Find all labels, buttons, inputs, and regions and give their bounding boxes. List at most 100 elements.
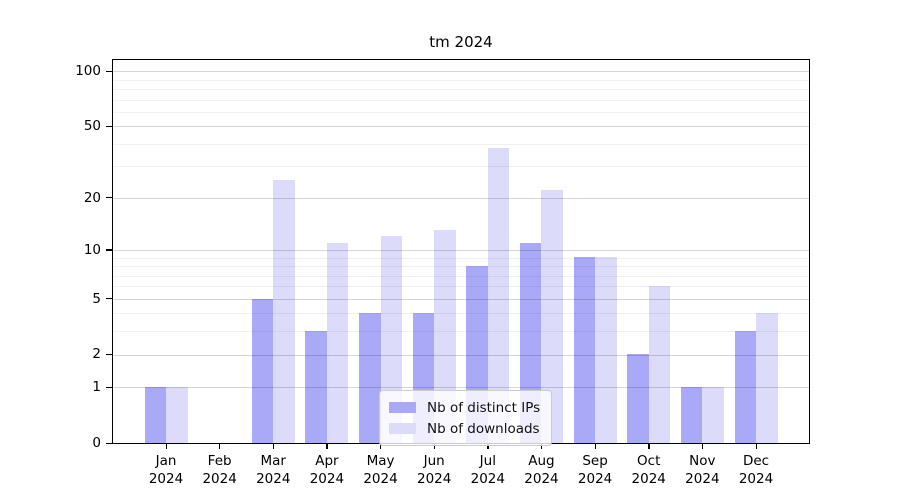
y-tick-mark bbox=[106, 353, 112, 356]
bar-mar-downloads bbox=[273, 180, 295, 443]
x-tick-year: 2024 bbox=[202, 471, 237, 487]
y-tick-label: 1 bbox=[92, 379, 101, 396]
y-gridline-minor bbox=[113, 331, 809, 333]
y-tick-label: 5 bbox=[92, 290, 101, 307]
y-gridline bbox=[113, 126, 809, 128]
x-tick-year: 2024 bbox=[738, 471, 774, 487]
bar-sep-downloads bbox=[595, 257, 617, 443]
y-tick-mark bbox=[106, 386, 112, 388]
bar-jan-downloads bbox=[166, 387, 188, 443]
x-tick-month: Sep bbox=[582, 453, 608, 469]
x-tick-label: Oct 2024 bbox=[607, 452, 691, 488]
x-tick-mark bbox=[594, 443, 596, 449]
bar-may-distinct-ips bbox=[359, 313, 381, 443]
x-tick-year: 2024 bbox=[470, 471, 505, 487]
y-tick-mark bbox=[106, 249, 112, 251]
x-tick-mark bbox=[380, 443, 382, 449]
x-tick-mark bbox=[648, 443, 650, 449]
legend: Nb of distinct IPs Nb of downloads bbox=[379, 390, 553, 446]
y-tick-label: 10 bbox=[83, 241, 101, 258]
x-tick-mark bbox=[165, 443, 167, 449]
x-tick-month: Aug bbox=[528, 453, 555, 469]
chart-title: tm 2024 bbox=[429, 33, 493, 51]
x-tick-month: Apr bbox=[315, 453, 339, 469]
y-tick-mark bbox=[106, 125, 112, 127]
legend-item-distinct-ips: Nb of distinct IPs bbox=[389, 398, 540, 417]
bar-sep-distinct-ips bbox=[573, 257, 596, 443]
x-tick-label: Aug 2024 bbox=[499, 452, 583, 488]
legend-label-distinct-ips: Nb of distinct IPs bbox=[427, 399, 541, 416]
x-tick-mark bbox=[326, 443, 328, 449]
bar-oct-distinct-ips bbox=[627, 354, 649, 443]
y-gridline bbox=[113, 298, 809, 300]
x-tick-label: Jul 2024 bbox=[446, 452, 530, 488]
bar-nov-downloads bbox=[702, 387, 724, 443]
y-gridline-minor bbox=[113, 111, 809, 113]
x-tick-year: 2024 bbox=[148, 471, 184, 487]
bar-oct-downloads bbox=[648, 286, 671, 443]
x-tick-year: 2024 bbox=[416, 471, 452, 487]
y-gridline-minor bbox=[113, 79, 809, 81]
x-tick-year: 2024 bbox=[631, 471, 666, 487]
y-gridline bbox=[113, 387, 809, 389]
y-gridline-minor bbox=[113, 257, 809, 259]
y-tick-mark bbox=[106, 70, 112, 72]
x-tick-mark bbox=[219, 443, 221, 449]
bar-dec-distinct-ips bbox=[734, 331, 756, 443]
x-tick-mark bbox=[701, 443, 704, 449]
legend-swatch-downloads bbox=[389, 423, 416, 434]
x-tick-label: Mar 2024 bbox=[231, 452, 315, 488]
x-tick-month: Feb bbox=[207, 453, 232, 469]
x-tick-label: Apr 2024 bbox=[285, 452, 369, 488]
y-gridline-minor bbox=[113, 275, 809, 277]
x-tick-label: May 2024 bbox=[339, 452, 423, 488]
x-tick-label: Feb 2024 bbox=[178, 452, 262, 488]
bar-jan-distinct-ips bbox=[144, 387, 166, 443]
x-tick-month: Jun bbox=[423, 453, 445, 469]
x-tick-month: Mar bbox=[260, 453, 286, 469]
bar-apr-distinct-ips bbox=[305, 331, 327, 443]
y-tick-label: 0 bbox=[92, 435, 101, 451]
y-tick-mark bbox=[106, 197, 112, 199]
x-tick-year: 2024 bbox=[577, 471, 613, 487]
bar-jun-downloads bbox=[434, 230, 456, 443]
x-tick-month: Jul bbox=[479, 453, 496, 469]
x-tick-label: Sep 2024 bbox=[553, 452, 637, 488]
x-tick-year: 2024 bbox=[524, 471, 559, 487]
x-tick-month: Nov bbox=[689, 453, 716, 469]
y-gridline bbox=[113, 354, 809, 356]
y-tick-mark bbox=[106, 442, 112, 444]
x-tick-mark bbox=[433, 443, 435, 449]
legend-item-downloads: Nb of downloads bbox=[389, 419, 540, 438]
x-tick-mark bbox=[272, 443, 275, 449]
x-tick-mark bbox=[755, 443, 757, 449]
bar-dec-downloads bbox=[756, 313, 778, 443]
y-tick-label: 20 bbox=[83, 189, 101, 206]
bar-jul-downloads bbox=[487, 147, 510, 443]
bar-apr-downloads bbox=[326, 242, 349, 443]
x-tick-mark bbox=[540, 443, 543, 449]
x-tick-month: May bbox=[366, 453, 395, 469]
x-tick-label: Jun 2024 bbox=[392, 452, 476, 488]
y-gridline-minor bbox=[113, 286, 809, 288]
x-tick-label: Dec 2024 bbox=[714, 452, 798, 488]
bar-mar-distinct-ips bbox=[251, 298, 274, 443]
plot-area: Nb of distinct IPs Nb of downloads 0 1 2 5 1… bbox=[75, 59, 810, 487]
legend-swatch-distinct-ips bbox=[389, 402, 416, 413]
y-tick-label: 2 bbox=[92, 346, 101, 363]
y-gridline-minor bbox=[113, 99, 809, 101]
y-gridline-minor bbox=[113, 88, 809, 90]
legend-label-downloads: Nb of downloads bbox=[427, 420, 540, 437]
x-tick-month: Oct bbox=[637, 453, 661, 469]
x-tick-year: 2024 bbox=[363, 471, 398, 487]
y-gridline bbox=[113, 197, 809, 199]
y-gridline bbox=[113, 71, 809, 73]
y-tick-label: 50 bbox=[83, 118, 101, 135]
bar-aug-downloads bbox=[541, 190, 563, 443]
x-tick-year: 2024 bbox=[256, 471, 291, 487]
y-gridline-minor bbox=[113, 166, 809, 168]
x-tick-label: Jan 2024 bbox=[124, 452, 208, 488]
y-gridline-minor bbox=[113, 143, 809, 145]
x-tick-year: 2024 bbox=[685, 471, 720, 487]
